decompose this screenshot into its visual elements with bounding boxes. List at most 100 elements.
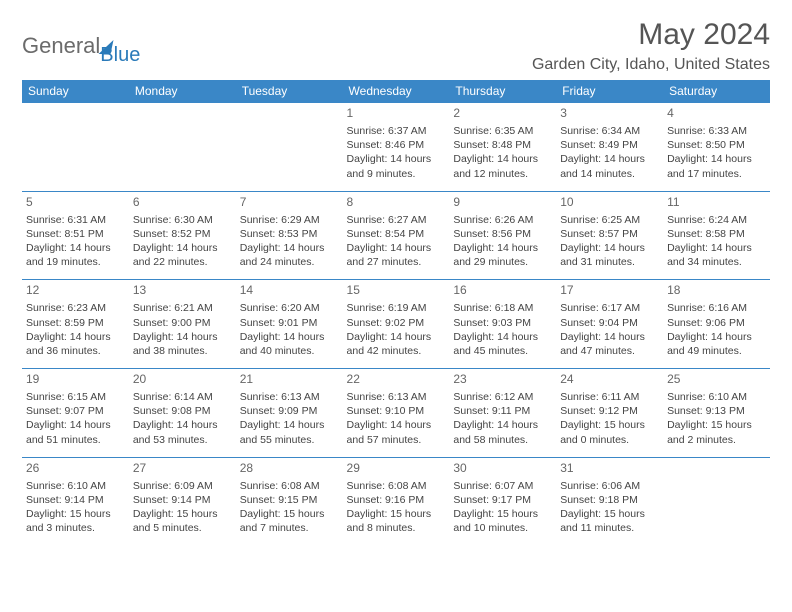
sunset-text: Sunset: 9:09 PM (240, 404, 339, 418)
sunrise-text: Sunrise: 6:23 AM (26, 301, 125, 315)
daylight-text: Daylight: 14 hours and 14 minutes. (560, 152, 659, 180)
day-info: Sunrise: 6:34 AMSunset: 8:49 PMDaylight:… (560, 124, 659, 181)
calendar-day-cell: 16Sunrise: 6:18 AMSunset: 9:03 PMDayligh… (449, 280, 556, 369)
month-title: May 2024 (532, 18, 770, 52)
sunset-text: Sunset: 9:04 PM (560, 316, 659, 330)
sunset-text: Sunset: 9:07 PM (26, 404, 125, 418)
day-info: Sunrise: 6:21 AMSunset: 9:00 PMDaylight:… (133, 301, 232, 358)
calendar-day-cell: 14Sunrise: 6:20 AMSunset: 9:01 PMDayligh… (236, 280, 343, 369)
daylight-text: Daylight: 14 hours and 53 minutes. (133, 418, 232, 446)
day-number: 1 (347, 106, 446, 120)
header: General Blue May 2024 Garden City, Idaho… (22, 18, 770, 74)
day-info: Sunrise: 6:24 AMSunset: 8:58 PMDaylight:… (667, 213, 766, 270)
sunrise-text: Sunrise: 6:20 AM (240, 301, 339, 315)
calendar-head: SundayMondayTuesdayWednesdayThursdayFrid… (22, 80, 770, 103)
calendar-day-cell: 6Sunrise: 6:30 AMSunset: 8:52 PMDaylight… (129, 191, 236, 280)
daylight-text: Daylight: 15 hours and 3 minutes. (26, 507, 125, 535)
daylight-text: Daylight: 14 hours and 31 minutes. (560, 241, 659, 269)
daylight-text: Daylight: 14 hours and 51 minutes. (26, 418, 125, 446)
weekday-header: Tuesday (236, 80, 343, 103)
sunrise-text: Sunrise: 6:30 AM (133, 213, 232, 227)
sunset-text: Sunset: 9:06 PM (667, 316, 766, 330)
sunrise-text: Sunrise: 6:10 AM (26, 479, 125, 493)
daylight-text: Daylight: 14 hours and 24 minutes. (240, 241, 339, 269)
sunrise-text: Sunrise: 6:19 AM (347, 301, 446, 315)
calendar-day-cell: 18 Sunrise: 6:16 AMSunset: 9:06 PMDayligh… (663, 280, 770, 369)
day-info: Sunrise: 6:10 AMSunset: 9:13 PMDaylight:… (667, 390, 766, 447)
day-info: Sunrise: 6:37 AMSunset: 8:46 PMDaylight:… (347, 124, 446, 181)
day-info: Sunrise: 6:29 AMSunset: 8:53 PMDaylight:… (240, 213, 339, 270)
sunset-text: Sunset: 9:02 PM (347, 316, 446, 330)
daylight-text: Daylight: 14 hours and 49 minutes. (667, 330, 766, 358)
sunset-text: Sunset: 8:56 PM (453, 227, 552, 241)
sunrise-text: Sunrise: 6:10 AM (667, 390, 766, 404)
day-number: 29 (347, 461, 446, 475)
day-number: 25 (667, 372, 766, 386)
daylight-text: Daylight: 14 hours and 17 minutes. (667, 152, 766, 180)
sunset-text: Sunset: 8:49 PM (560, 138, 659, 152)
sunrise-text: Sunrise: 6:15 AM (26, 390, 125, 404)
calendar-empty-cell (129, 103, 236, 192)
calendar-day-cell: 30Sunrise: 6:07 AMSunset: 9:17 PMDayligh… (449, 457, 556, 545)
daylight-text: Daylight: 14 hours and 47 minutes. (560, 330, 659, 358)
sunset-text: Sunset: 9:10 PM (347, 404, 446, 418)
day-info: Sunrise: 6:23 AMSunset: 8:59 PMDaylight:… (26, 301, 125, 358)
calendar-day-cell: 8 Sunrise: 6:27 AMSunset: 8:54 PMDaylight… (343, 191, 450, 280)
daylight-text: Daylight: 14 hours and 9 minutes. (347, 152, 446, 180)
calendar-day-cell: 23Sunrise: 6:12 AMSunset: 9:11 PMDayligh… (449, 369, 556, 458)
daylight-text: Daylight: 14 hours and 40 minutes. (240, 330, 339, 358)
sunrise-text: Sunrise: 6:37 AM (347, 124, 446, 138)
sunrise-text: Sunrise: 6:29 AM (240, 213, 339, 227)
daylight-text: Daylight: 15 hours and 11 minutes. (560, 507, 659, 535)
day-number: 9 (453, 195, 552, 209)
day-info: Sunrise: 6:10 AMSunset: 9:14 PMDaylight:… (26, 479, 125, 536)
daylight-text: Daylight: 15 hours and 10 minutes. (453, 507, 552, 535)
day-number: 13 (133, 283, 232, 297)
day-number: 14 (240, 283, 339, 297)
calendar-day-cell: 24Sunrise: 6:11 AMSunset: 9:12 PMDayligh… (556, 369, 663, 458)
calendar-day-cell: 29Sunrise: 6:08 AMSunset: 9:16 PMDayligh… (343, 457, 450, 545)
sunrise-text: Sunrise: 6:16 AM (667, 301, 766, 315)
day-info: Sunrise: 6:25 AMSunset: 8:57 PMDaylight:… (560, 213, 659, 270)
day-number: 8 (347, 195, 446, 209)
calendar-body: 1 Sunrise: 6:37 AMSunset: 8:46 PMDaylight… (22, 103, 770, 546)
sunset-text: Sunset: 9:15 PM (240, 493, 339, 507)
day-info: Sunrise: 6:33 AMSunset: 8:50 PMDaylight:… (667, 124, 766, 181)
sunrise-text: Sunrise: 6:35 AM (453, 124, 552, 138)
sunset-text: Sunset: 9:00 PM (133, 316, 232, 330)
daylight-text: Daylight: 14 hours and 45 minutes. (453, 330, 552, 358)
calendar-day-cell: 9 Sunrise: 6:26 AMSunset: 8:56 PMDaylight… (449, 191, 556, 280)
sunset-text: Sunset: 8:58 PM (667, 227, 766, 241)
weekday-header: Thursday (449, 80, 556, 103)
sunset-text: Sunset: 8:59 PM (26, 316, 125, 330)
day-info: Sunrise: 6:26 AMSunset: 8:56 PMDaylight:… (453, 213, 552, 270)
sunrise-text: Sunrise: 6:12 AM (453, 390, 552, 404)
sunrise-text: Sunrise: 6:08 AM (347, 479, 446, 493)
weekday-header: Sunday (22, 80, 129, 103)
calendar-week-row: 12Sunrise: 6:23 AMSunset: 8:59 PMDayligh… (22, 280, 770, 369)
day-info: Sunrise: 6:16 AMSunset: 9:06 PMDaylight:… (667, 301, 766, 358)
calendar-day-cell: 12Sunrise: 6:23 AMSunset: 8:59 PMDayligh… (22, 280, 129, 369)
sunrise-text: Sunrise: 6:33 AM (667, 124, 766, 138)
weekday-header: Saturday (663, 80, 770, 103)
sunrise-text: Sunrise: 6:13 AM (240, 390, 339, 404)
day-info: Sunrise: 6:14 AMSunset: 9:08 PMDaylight:… (133, 390, 232, 447)
day-number: 15 (347, 283, 446, 297)
sunset-text: Sunset: 9:18 PM (560, 493, 659, 507)
sunset-text: Sunset: 8:57 PM (560, 227, 659, 241)
daylight-text: Daylight: 14 hours and 58 minutes. (453, 418, 552, 446)
calendar-week-row: 19Sunrise: 6:15 AMSunset: 9:07 PMDayligh… (22, 369, 770, 458)
sunrise-text: Sunrise: 6:08 AM (240, 479, 339, 493)
title-block: May 2024 Garden City, Idaho, United Stat… (532, 18, 770, 74)
sunset-text: Sunset: 9:13 PM (667, 404, 766, 418)
day-number: 4 (667, 106, 766, 120)
day-info: Sunrise: 6:12 AMSunset: 9:11 PMDaylight:… (453, 390, 552, 447)
daylight-text: Daylight: 14 hours and 38 minutes. (133, 330, 232, 358)
day-info: Sunrise: 6:11 AMSunset: 9:12 PMDaylight:… (560, 390, 659, 447)
day-number: 18 (667, 283, 766, 297)
day-info: Sunrise: 6:08 AMSunset: 9:15 PMDaylight:… (240, 479, 339, 536)
calendar-day-cell: 28Sunrise: 6:08 AMSunset: 9:15 PMDayligh… (236, 457, 343, 545)
day-number: 6 (133, 195, 232, 209)
day-info: Sunrise: 6:27 AMSunset: 8:54 PMDaylight:… (347, 213, 446, 270)
sunset-text: Sunset: 8:54 PM (347, 227, 446, 241)
